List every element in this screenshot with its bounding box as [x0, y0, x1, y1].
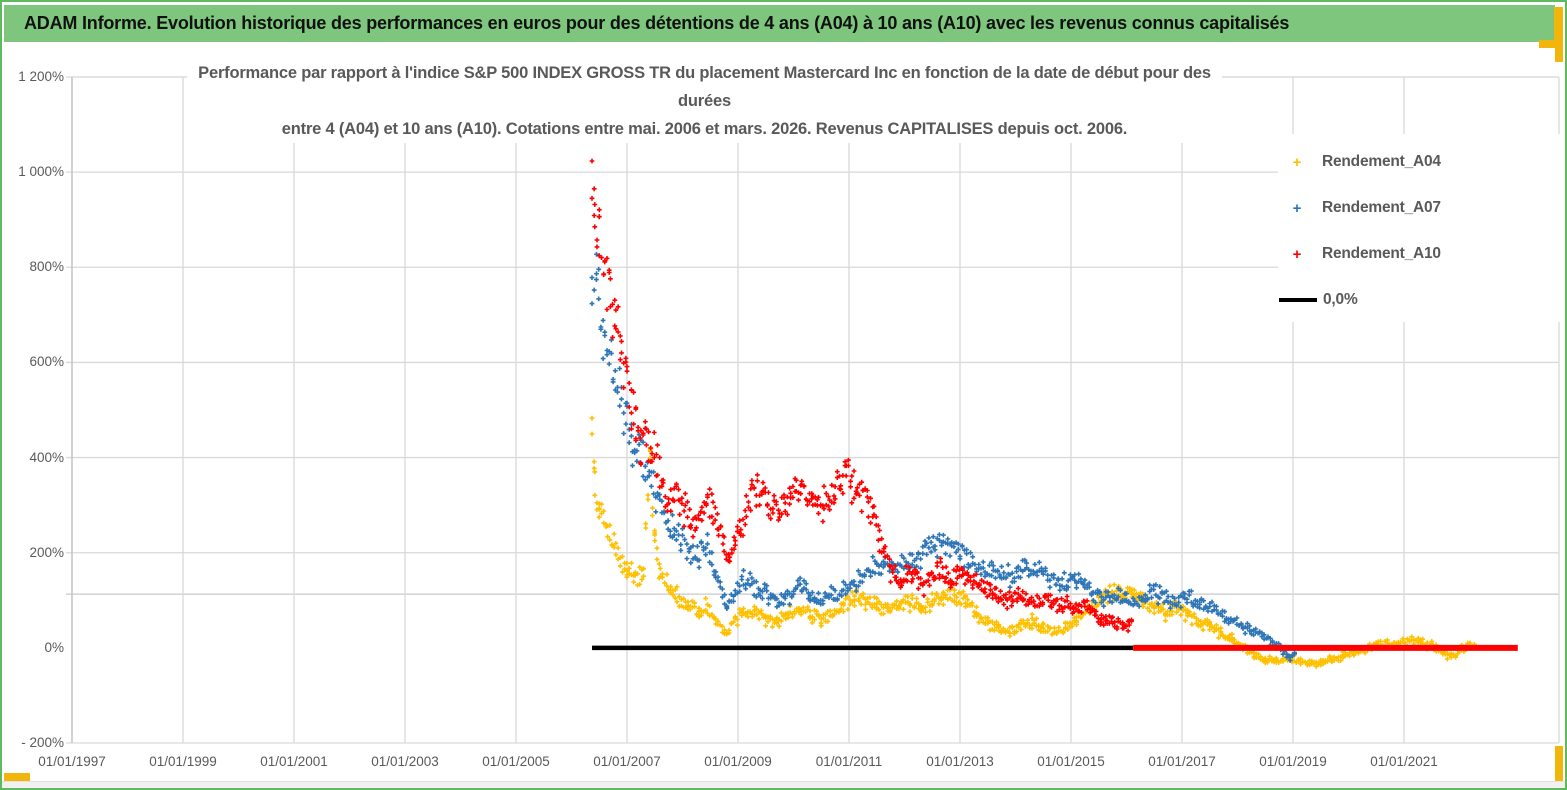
legend-line-marker-icon	[1279, 298, 1317, 302]
x-axis-label: 01/01/2013	[926, 754, 994, 769]
banner-title: ADAM Informe. Evolution historique des p…	[24, 13, 1290, 33]
x-axis-label: 01/01/1999	[149, 754, 217, 769]
x-axis-label: 01/01/2009	[704, 754, 772, 769]
legend-plus-marker-icon: +	[1292, 153, 1302, 171]
y-axis-label: 1 200%	[18, 69, 64, 84]
x-axis-label: 01/01/2011	[815, 754, 883, 769]
x-axis-label: 01/01/2005	[482, 754, 550, 769]
legend-plus-marker-icon: +	[1292, 199, 1302, 217]
legend[interactable]: + Rendement_A04 + Rendement_A07 + Rendement_A…	[1278, 134, 1561, 322]
chart-title: Performance par rapport à l'indice S&P 5…	[187, 59, 1222, 143]
legend-item-Rendement-A04[interactable]: + Rendement_A04	[1278, 150, 1561, 174]
legend-label: Rendement_A07	[1322, 199, 1441, 216]
y-axis-label: 800%	[29, 259, 64, 275]
series-Rendement_A04[interactable]	[589, 415, 1477, 669]
x-axis-label: 01/01/2007	[593, 754, 661, 769]
legend-label: Rendement_A04	[1322, 153, 1441, 170]
y-axis-label: 0%	[44, 639, 64, 655]
legend-item-Rendement-A10[interactable]: + Rendement_A10	[1278, 242, 1561, 266]
banner: ADAM Informe. Evolution historique des p…	[4, 5, 1555, 42]
y-axis-label: - 200%	[21, 735, 64, 750]
chart-title-line1: Performance par rapport à l'indice S&P 5…	[198, 64, 1211, 110]
x-axis-label: 01/01/2015	[1037, 754, 1105, 769]
series-Rendement_A10[interactable]	[589, 158, 1134, 634]
accent-corner-bottom-left	[4, 773, 30, 783]
x-axis-label: 01/01/1997	[38, 754, 106, 769]
chart-title-line2: entre 4 (A04) et 10 ans (A10). Cotations…	[281, 120, 1128, 138]
y-axis-label: 200%	[29, 544, 64, 560]
legend-item-Rendement-A07[interactable]: + Rendement_A07	[1278, 196, 1561, 220]
bottom-strip	[2, 781, 1565, 788]
accent-bar-top-right	[1554, 7, 1563, 42]
x-axis-label: 01/01/2021	[1370, 754, 1438, 769]
legend-label: Rendement_A10	[1322, 245, 1441, 262]
y-axis-label: 1 000%	[18, 164, 64, 180]
legend-label: 0,0%	[1323, 291, 1358, 308]
legend-plus-marker-icon: +	[1292, 245, 1302, 263]
x-axis-label: 01/01/2017	[1148, 754, 1216, 769]
x-axis-label: 01/01/2003	[371, 754, 439, 769]
x-axis-label: 01/01/2019	[1259, 754, 1327, 769]
x-axis-label: 01/01/2001	[260, 754, 328, 769]
series-Rendement_A07[interactable]	[589, 251, 1297, 663]
accent-corner-top-right-v	[1555, 40, 1563, 62]
accent-corner-bottom-right	[1555, 746, 1563, 782]
y-axis-label: 400%	[29, 449, 64, 465]
accent-corner-top-right-h	[1539, 40, 1563, 48]
legend-item-0-0-[interactable]: 0,0%	[1278, 288, 1561, 312]
y-axis-label: 600%	[29, 354, 64, 370]
